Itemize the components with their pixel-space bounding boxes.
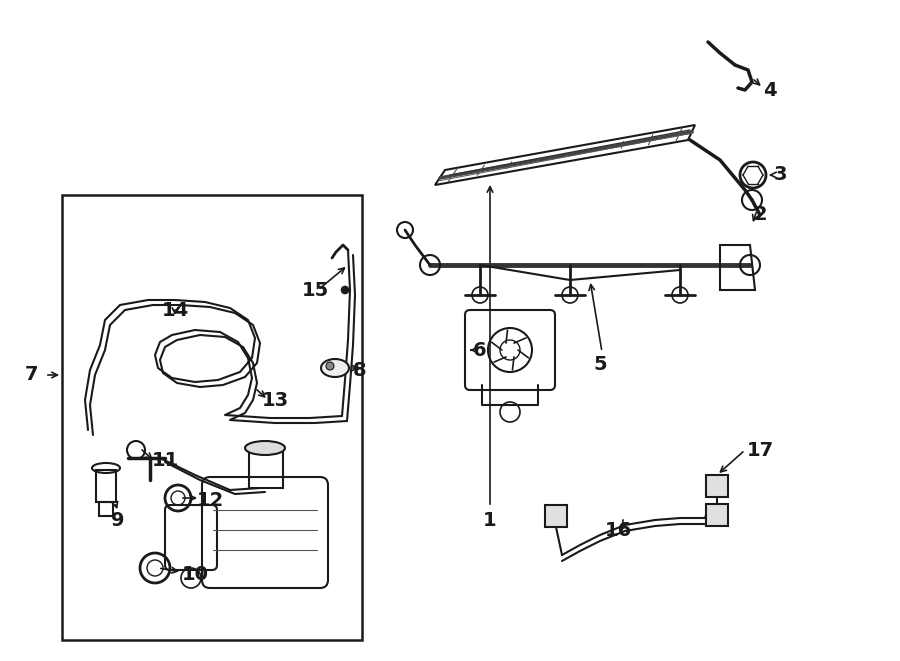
Bar — [545, 505, 567, 527]
Text: 13: 13 — [261, 391, 289, 410]
Text: 15: 15 — [302, 280, 328, 299]
Bar — [249, 450, 283, 488]
Bar — [96, 470, 116, 502]
Text: 5: 5 — [593, 356, 607, 375]
Bar — [99, 502, 113, 516]
Text: 14: 14 — [161, 301, 189, 319]
Text: 1: 1 — [483, 510, 497, 529]
Text: 10: 10 — [182, 566, 209, 584]
Bar — [62, 195, 362, 640]
Text: 2: 2 — [753, 206, 767, 225]
Text: 11: 11 — [151, 451, 178, 469]
Ellipse shape — [245, 441, 285, 455]
Text: 9: 9 — [112, 510, 125, 529]
Text: 6: 6 — [473, 340, 487, 360]
Ellipse shape — [321, 359, 349, 377]
Text: 4: 4 — [763, 81, 777, 100]
Bar — [706, 475, 728, 497]
Circle shape — [341, 286, 349, 294]
Text: 12: 12 — [196, 490, 223, 510]
Text: 7: 7 — [25, 366, 39, 385]
Circle shape — [326, 362, 334, 370]
Text: 8: 8 — [353, 360, 367, 379]
Text: 3: 3 — [773, 165, 787, 184]
Bar — [706, 504, 728, 526]
Text: 17: 17 — [746, 440, 774, 459]
Text: 16: 16 — [605, 520, 632, 539]
